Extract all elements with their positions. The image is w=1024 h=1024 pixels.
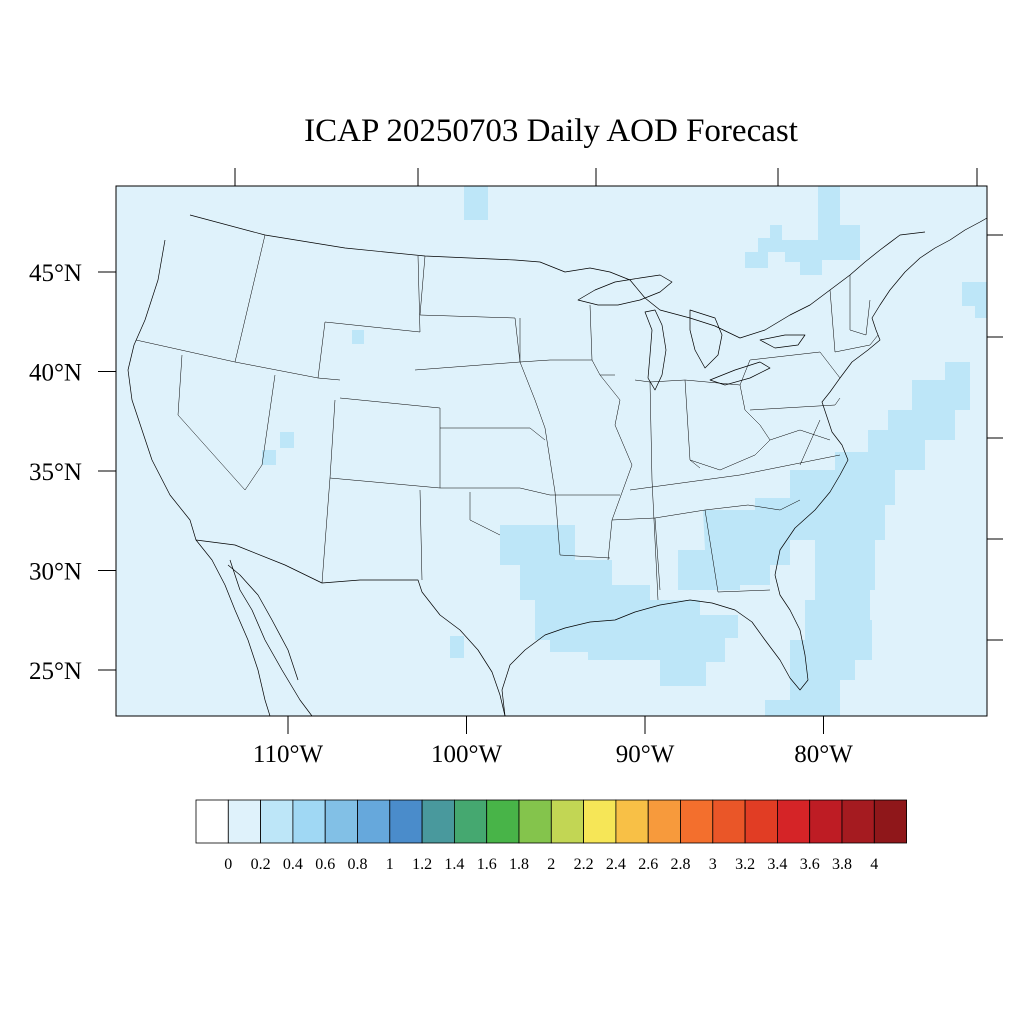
colorbar-label: 1.8 <box>509 856 529 873</box>
gulf-coast <box>501 574 809 717</box>
aod-patch-utah <box>262 432 294 465</box>
aod-patch-east-edge <box>962 282 987 318</box>
colorbar <box>195 799 907 844</box>
lat-tick-label: 40°N <box>29 360 82 387</box>
colorbar-swatch <box>292 799 326 844</box>
latitude-axis: 45°N 40°N 35°N 30°N 25°N <box>29 260 116 685</box>
aod-patch-gulf-coast <box>500 525 738 686</box>
colorbar-swatch <box>550 799 584 844</box>
lake-erie <box>709 361 771 386</box>
lon-tick-label: 100°W <box>431 741 502 768</box>
colorbar-label: 2.2 <box>574 856 594 873</box>
colorbar-label: 0.2 <box>251 856 271 873</box>
lake-superior <box>577 274 673 306</box>
colorbar-swatch <box>260 799 294 844</box>
colorbar-label: 2.6 <box>638 856 658 873</box>
lon-tick-label: 90°W <box>616 741 675 768</box>
right-ticks <box>987 234 1003 641</box>
aod-patch-southeast <box>678 362 970 716</box>
colorbar-swatch <box>583 799 617 844</box>
lake-michigan <box>644 309 667 391</box>
gulf-of-california <box>227 559 313 717</box>
colorbar-swatch <box>227 799 262 844</box>
colorbar-label: 3 <box>709 856 717 873</box>
colorbar-label: 1 <box>386 856 394 873</box>
lake-ontario <box>759 334 806 349</box>
colorbar-swatch <box>518 799 552 844</box>
figure-title: ICAP 20250703 Daily AOD Forecast <box>304 113 798 149</box>
colorbar-swatch <box>324 799 358 844</box>
lat-tick-label: 30°N <box>29 559 82 586</box>
us-canada-border <box>189 214 926 339</box>
colorbar-label: 2 <box>547 856 555 873</box>
boundaries-layer <box>127 214 988 717</box>
colorbar-swatch <box>453 799 488 844</box>
colorbar-swatch <box>357 799 391 844</box>
aod-shading-layer <box>262 186 987 716</box>
colorbar-label: 0.8 <box>348 856 368 873</box>
colorbar-label: 0.4 <box>283 856 303 873</box>
colorbar-swatch <box>486 799 520 844</box>
colorbar-swatch <box>712 799 746 844</box>
colorbar-swatch <box>777 799 811 844</box>
colorbar-swatch <box>744 799 778 844</box>
colorbar-label: 3.4 <box>767 856 787 873</box>
aod-patch-idaho <box>352 330 364 344</box>
state-lines <box>135 234 879 601</box>
lon-tick-label: 80°W <box>794 741 853 768</box>
colorbar-label: 4 <box>870 856 878 873</box>
colorbar-swatch <box>421 799 455 844</box>
colorbar-label: 3.2 <box>735 856 755 873</box>
colorbar-swatch <box>647 799 681 844</box>
colorbar-label: 1.4 <box>444 856 464 873</box>
us-mexico-border <box>195 539 506 717</box>
aod-patch-canada-west <box>464 186 488 220</box>
map-panel <box>115 185 988 717</box>
top-ticks <box>234 168 978 186</box>
colorbar-label: 2.8 <box>671 856 691 873</box>
colorbar-swatch <box>841 799 875 844</box>
colorbar-swatch <box>195 799 229 844</box>
east-coast <box>774 217 988 576</box>
colorbar-label: 1.6 <box>477 856 497 873</box>
lon-tick-label: 110°W <box>253 741 324 768</box>
longitude-axis: 110°W 100°W 90°W 80°W <box>253 716 853 768</box>
lat-tick-label: 45°N <box>29 260 82 287</box>
colorbar-labels: 0 0.2 0.4 0.6 0.8 1 1.2 1.4 1.6 1.8 2 2.2 2.4 2.6 2.8 3… <box>224 856 878 873</box>
aod-patch-northeast <box>745 186 860 275</box>
colorbar-label: 3.8 <box>832 856 852 873</box>
colorbar-label: 0.6 <box>315 856 335 873</box>
colorbar-label: 3.6 <box>800 856 820 873</box>
colorbar-swatch <box>873 799 907 844</box>
lake-huron <box>689 309 723 369</box>
map-border <box>115 185 988 717</box>
colorbar-label: 2.4 <box>606 856 626 873</box>
colorbar-swatch <box>615 799 649 844</box>
colorbar-swatch <box>680 799 714 844</box>
colorbar-swatch <box>389 799 423 844</box>
lat-tick-label: 25°N <box>29 658 82 685</box>
west-coast <box>127 239 271 717</box>
colorbar-label: 0 <box>224 856 232 873</box>
colorbar-swatch <box>809 799 843 844</box>
lat-tick-label: 35°N <box>29 459 82 486</box>
colorbar-label: 1.2 <box>412 856 432 873</box>
aod-patch-mexico <box>450 636 464 658</box>
